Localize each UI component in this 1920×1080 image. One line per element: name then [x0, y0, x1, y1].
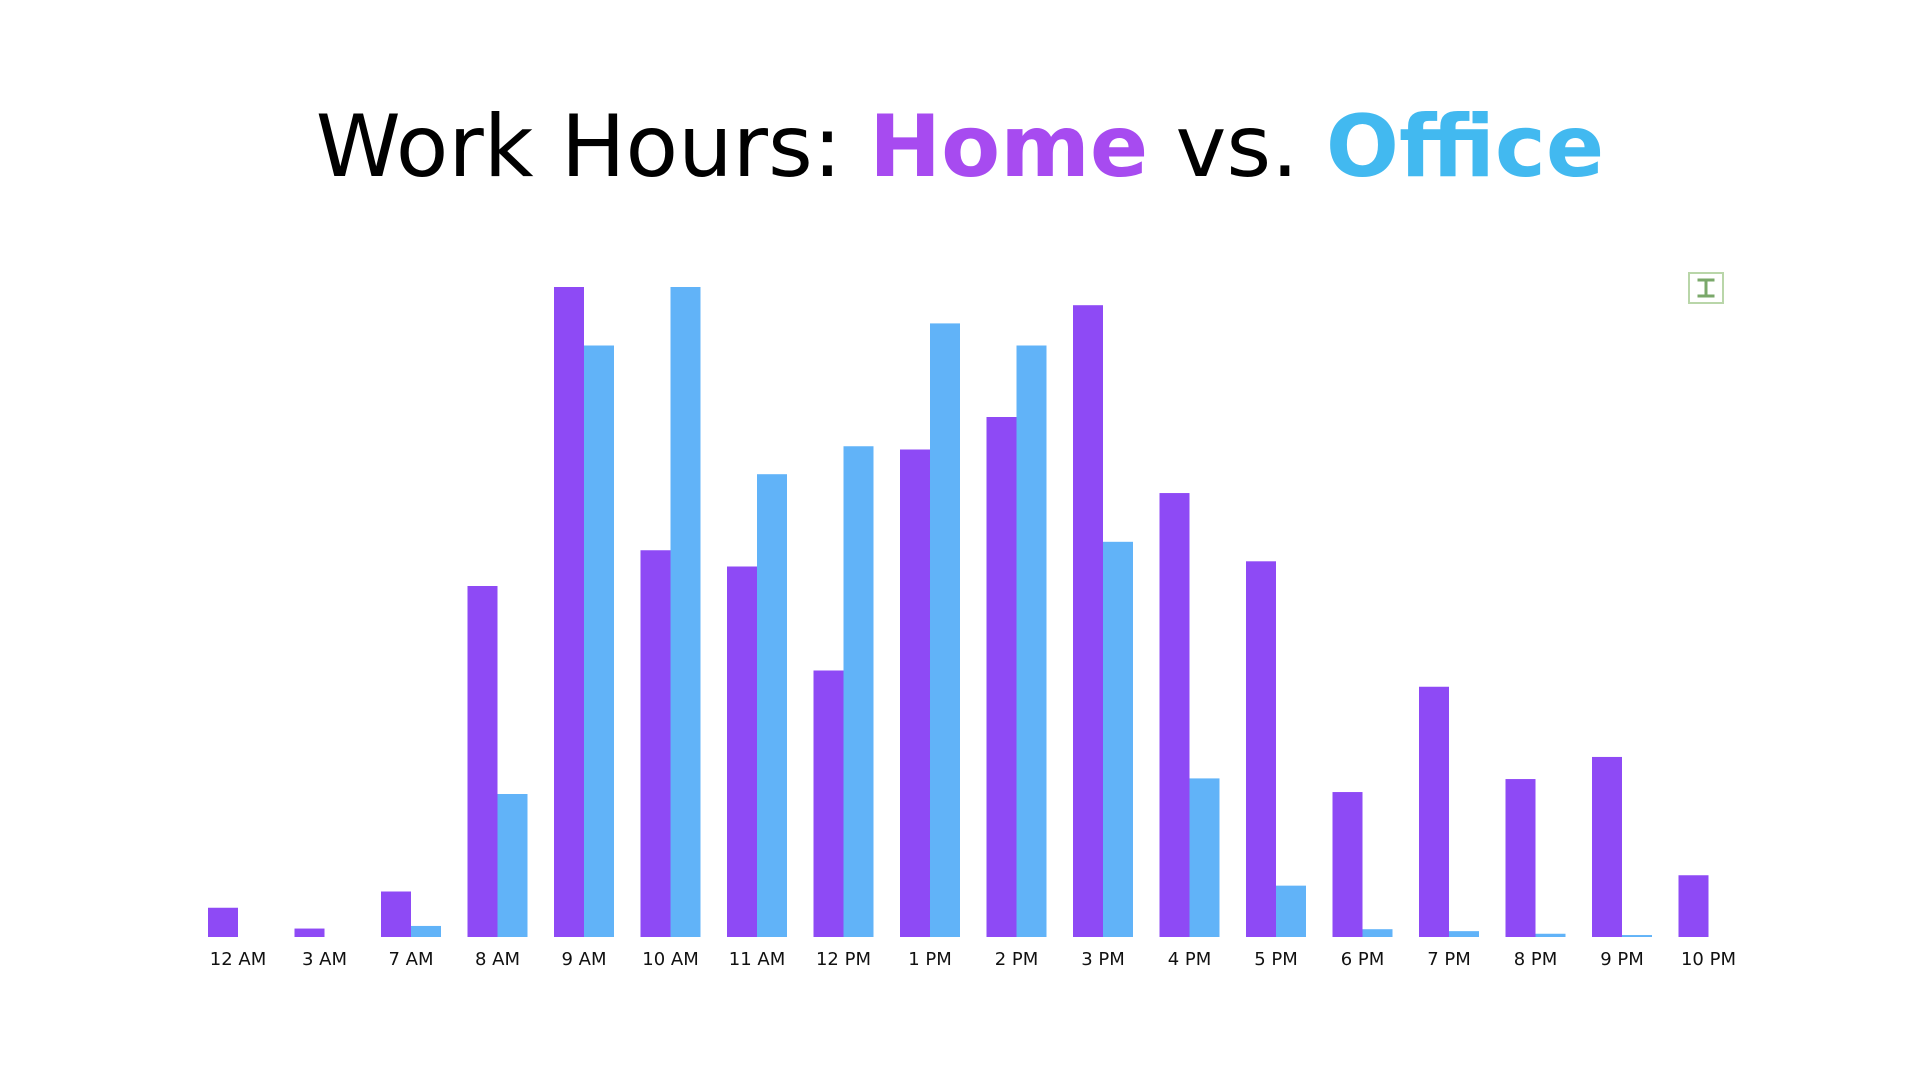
- title-prefix: Work Hours:: [315, 97, 870, 197]
- x-tick-label: 1 PM: [908, 949, 952, 970]
- text-cursor-icon[interactable]: [1688, 272, 1724, 304]
- bar-home-10-pm: [1678, 875, 1709, 937]
- title-office: Office: [1325, 97, 1605, 197]
- x-tick-label: 7 AM: [388, 949, 433, 970]
- bar-home-10-am: [640, 550, 671, 937]
- bar-home-12-am: [208, 907, 238, 937]
- bar-home-8-am: [467, 586, 498, 937]
- bar-office-3-pm: [1103, 541, 1133, 937]
- bar-home-11-am: [727, 566, 757, 937]
- bar-home-3-pm: [1073, 305, 1103, 937]
- x-tick-label: 2 PM: [995, 949, 1039, 970]
- x-tick-label: 10 AM: [642, 949, 698, 970]
- bar-office-11-am: [757, 474, 787, 937]
- title-middle: vs.: [1148, 97, 1326, 197]
- bar-office-2-pm: [1016, 345, 1047, 937]
- x-tick-label: 8 PM: [1514, 949, 1558, 970]
- x-tick-label: 10 PM: [1681, 949, 1736, 970]
- bar-home-12-pm: [813, 670, 844, 937]
- bar-office-9-am: [584, 345, 614, 937]
- bar-home-9-am: [554, 287, 584, 937]
- bar-home-2-pm: [986, 417, 1017, 937]
- chart-title: Work Hours: Home vs. Office: [0, 92, 1920, 202]
- bar-home-6-pm: [1332, 792, 1363, 937]
- x-tick-label: 5 PM: [1254, 949, 1298, 970]
- x-tick-label: 8 AM: [475, 949, 520, 970]
- bar-home-9-pm: [1592, 756, 1622, 937]
- bar-office-7-pm: [1449, 931, 1479, 937]
- bar-office-4-pm: [1189, 778, 1220, 937]
- x-tick-label: 9 AM: [561, 949, 606, 970]
- bar-office-8-am: [497, 794, 528, 937]
- bar-home-4-pm: [1159, 493, 1190, 937]
- title-home: Home: [869, 97, 1149, 197]
- x-tick-label: 6 PM: [1341, 949, 1385, 970]
- bar-home-5-pm: [1246, 561, 1276, 937]
- bar-office-9-pm: [1622, 935, 1652, 937]
- bar-home-7-am: [381, 891, 411, 937]
- bar-office-12-pm: [843, 446, 874, 937]
- x-tick-label: 12 AM: [210, 949, 266, 970]
- bar-office-5-pm: [1276, 885, 1306, 937]
- x-tick-label: 3 AM: [302, 949, 347, 970]
- x-tick-label: 7 PM: [1427, 949, 1471, 970]
- bar-office-10-am: [670, 287, 701, 937]
- bar-home-3-am: [294, 928, 325, 937]
- x-tick-label: 12 PM: [816, 949, 871, 970]
- x-tick-label: 4 PM: [1168, 949, 1212, 970]
- x-tick-label: 9 PM: [1600, 949, 1644, 970]
- bar-home-1-pm: [900, 449, 930, 937]
- bar-home-8-pm: [1505, 779, 1536, 937]
- text-cursor-glyph: [1697, 278, 1715, 298]
- x-tick-label: 3 PM: [1081, 949, 1125, 970]
- x-tick-label: 11 AM: [729, 949, 785, 970]
- bar-office-7-am: [411, 925, 441, 937]
- bar-home-7-pm: [1419, 686, 1449, 937]
- bar-office-1-pm: [930, 323, 960, 937]
- bar-office-8-pm: [1535, 933, 1566, 937]
- bar-office-6-pm: [1362, 929, 1393, 937]
